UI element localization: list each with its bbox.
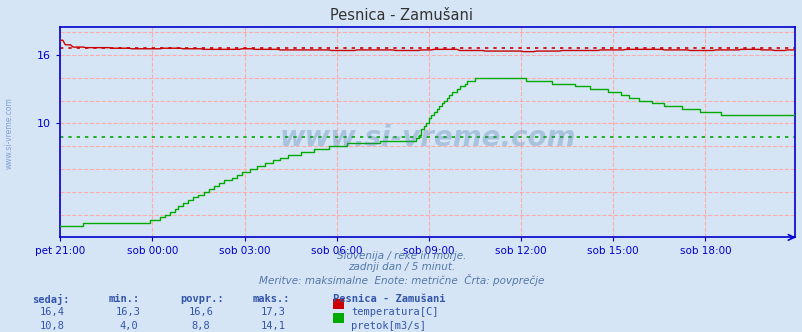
Text: povpr.:: povpr.: (180, 294, 224, 304)
Text: 10,8: 10,8 (39, 321, 65, 331)
Text: 4,0: 4,0 (119, 321, 138, 331)
Text: maks.:: maks.: (253, 294, 290, 304)
Text: temperatura[C]: temperatura[C] (350, 307, 438, 317)
Text: Pesnica - Zamušani: Pesnica - Zamušani (330, 8, 472, 23)
Text: 16,4: 16,4 (39, 307, 65, 317)
Text: www.si-vreme.com: www.si-vreme.com (279, 124, 575, 152)
Text: pretok[m3/s]: pretok[m3/s] (350, 321, 425, 331)
Text: 17,3: 17,3 (260, 307, 286, 317)
Text: 14,1: 14,1 (260, 321, 286, 331)
Text: 16,6: 16,6 (188, 307, 213, 317)
Text: Slovenija / reke in morje.: Slovenija / reke in morje. (336, 251, 466, 261)
Text: 16,3: 16,3 (115, 307, 141, 317)
Text: www.si-vreme.com: www.si-vreme.com (5, 97, 14, 169)
Text: 8,8: 8,8 (191, 321, 210, 331)
Text: Pesnica - Zamušani: Pesnica - Zamušani (333, 294, 445, 304)
Text: Meritve: maksimalne  Enote: metrične  Črta: povprečje: Meritve: maksimalne Enote: metrične Črta… (258, 274, 544, 286)
Text: zadnji dan / 5 minut.: zadnji dan / 5 minut. (347, 262, 455, 272)
Text: min.:: min.: (108, 294, 140, 304)
Text: sedaj:: sedaj: (32, 294, 70, 305)
